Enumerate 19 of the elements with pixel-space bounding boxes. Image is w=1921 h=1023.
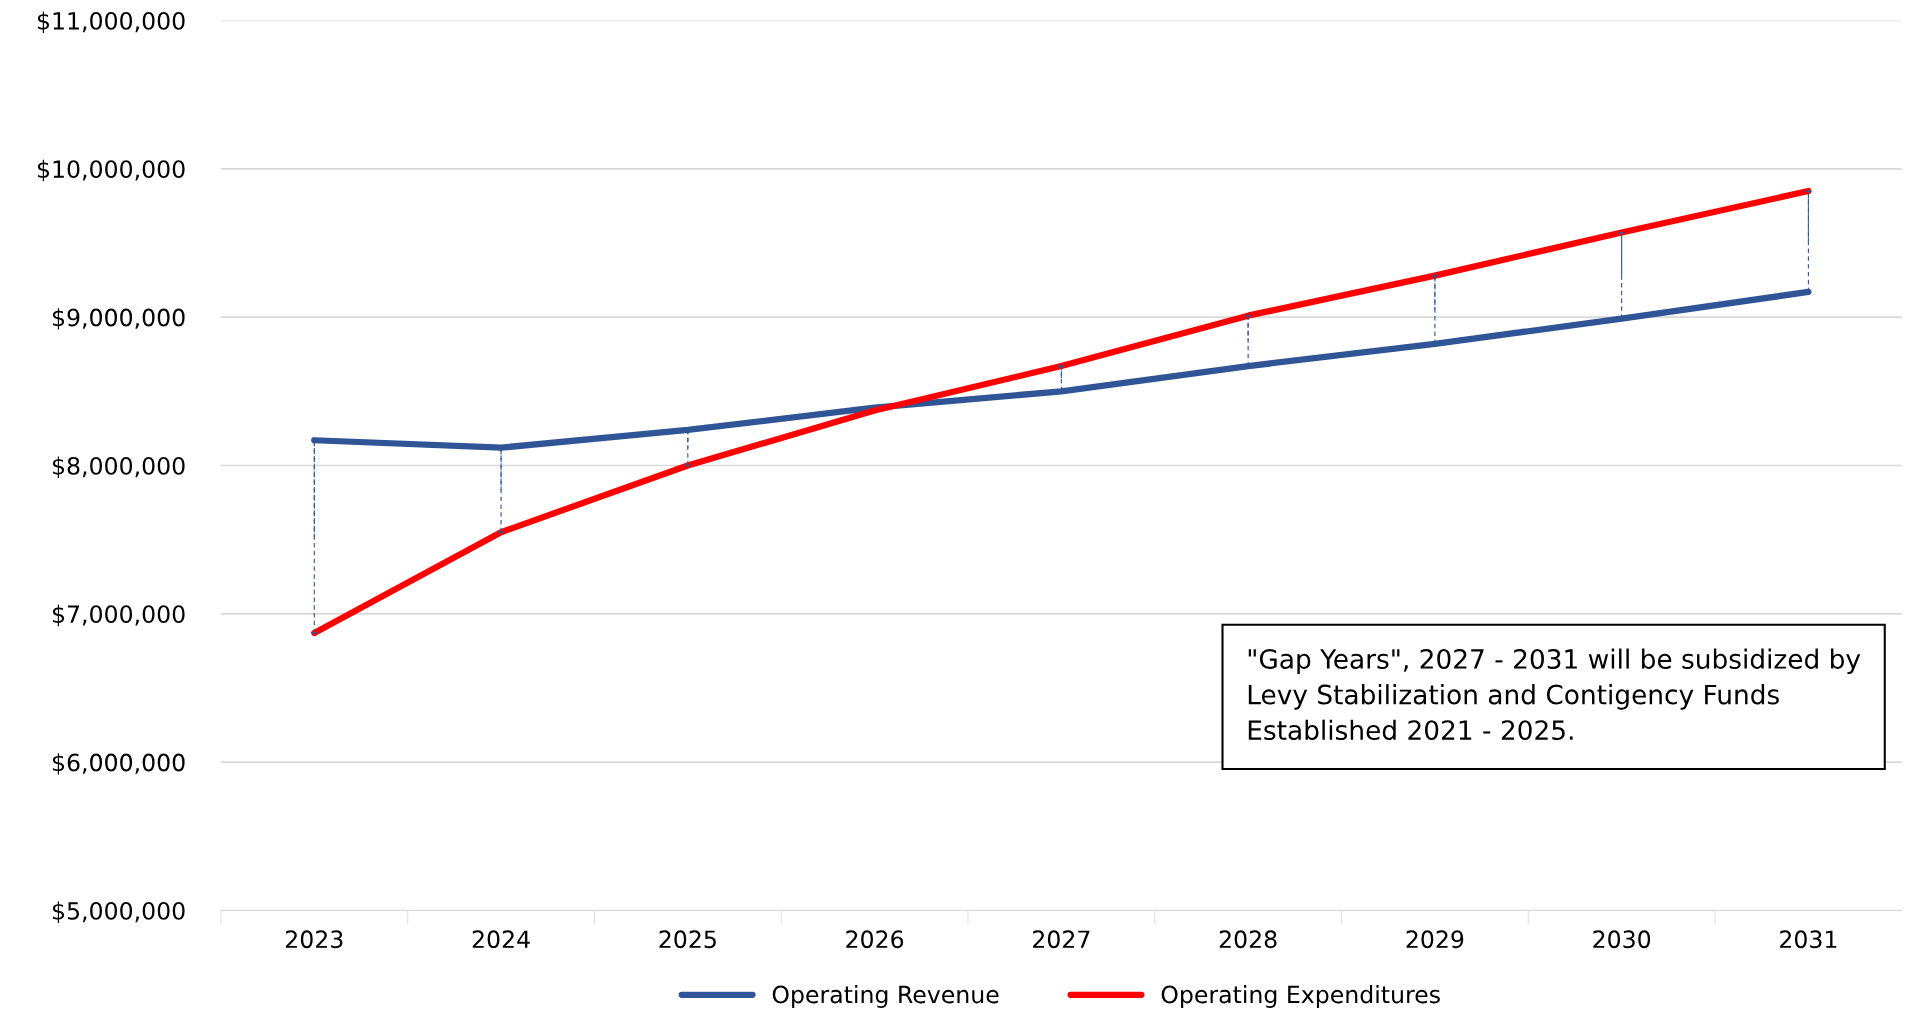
legend-label: Operating Expenditures <box>1161 985 1440 1008</box>
y-tick-label: $9,000,000 <box>52 308 185 330</box>
y-tick-label: $10,000,000 <box>37 159 185 182</box>
annotation: "Gap Years", 2027 - 2031 will be subsidized by Levy Stabilization and Contigency Funds Established 2021 - 2025. <box>1248 648 1861 741</box>
y-tick-label: $6,000,000 <box>52 753 185 775</box>
y-tick-label: $8,000,000 <box>52 456 185 478</box>
x-tick-label: 2023 <box>285 930 343 949</box>
y-tick-label: $5,000,000 <box>52 901 185 923</box>
x-tick-label: 2031 <box>1780 930 1837 949</box>
legend-label: Operating Revenue <box>772 985 999 1008</box>
y-tick-label: $11,000,000 <box>37 11 185 33</box>
x-tick-label: 2028 <box>1219 930 1277 949</box>
x-tick-label: 2024 <box>472 930 530 949</box>
x-tick-label: 2029 <box>1406 930 1464 949</box>
x-tick-label: 2030 <box>1593 930 1651 949</box>
y-tick-label: $7,000,000 <box>52 604 185 627</box>
x-tick-label: 2026 <box>846 930 904 949</box>
x-tick-label: 2025 <box>659 930 716 949</box>
x-tick-label: 2027 <box>1033 930 1090 949</box>
